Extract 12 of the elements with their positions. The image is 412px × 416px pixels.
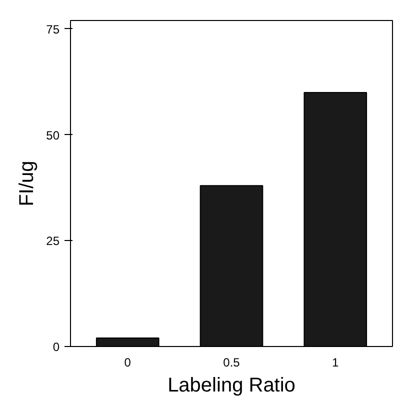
y-tick-label: 75: [46, 22, 60, 36]
x-tick-label: 1: [332, 356, 340, 370]
x-tick-label: 0.5: [223, 356, 240, 370]
x-axis-title: Labeling Ratio: [168, 374, 296, 396]
bar: [96, 338, 160, 346]
y-tick-label: 50: [46, 128, 60, 142]
bar: [304, 92, 368, 346]
x-tick-label: 0: [124, 356, 132, 370]
y-tick-label: 25: [46, 234, 60, 248]
y-tick-label: 0: [52, 340, 60, 354]
bar: [200, 185, 264, 346]
y-axis-title: FI/ug: [16, 160, 38, 206]
